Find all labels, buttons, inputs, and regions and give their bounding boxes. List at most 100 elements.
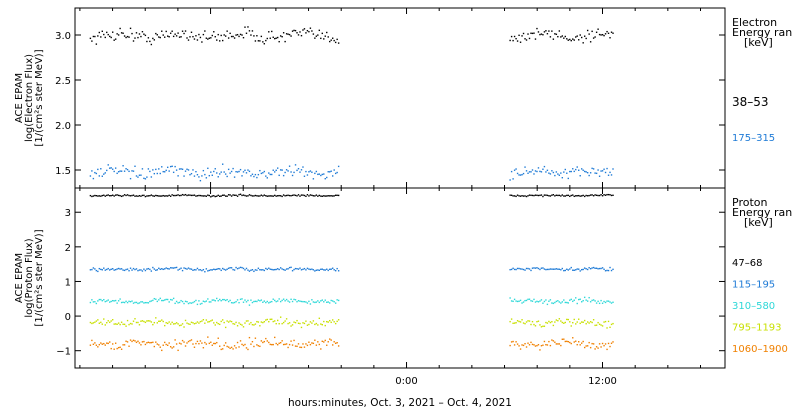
data-point [555, 171, 558, 173]
data-point [204, 322, 206, 324]
data-point [274, 320, 276, 322]
data-point [175, 343, 178, 345]
data-point [279, 35, 282, 37]
data-point [282, 298, 285, 300]
data-point [251, 323, 254, 326]
data-point [242, 36, 245, 39]
data-point [227, 267, 230, 270]
data-point [534, 345, 537, 347]
data-point [123, 344, 126, 346]
data-point [603, 194, 605, 196]
data-point [97, 319, 99, 321]
data-point [122, 269, 124, 271]
data-point [208, 301, 211, 303]
data-point [125, 340, 127, 342]
data-point [92, 35, 95, 38]
data-point [219, 195, 221, 198]
data-point [302, 343, 304, 345]
data-point [294, 29, 297, 32]
data-point [156, 195, 158, 197]
data-point [245, 267, 248, 270]
data-point [210, 341, 212, 343]
data-point [219, 268, 221, 270]
data-point [166, 322, 169, 325]
data-point [219, 173, 221, 175]
data-point [146, 40, 148, 43]
data-point [110, 347, 112, 350]
data-point [89, 301, 92, 304]
data-point [262, 172, 264, 174]
data-point [578, 318, 580, 320]
data-point [539, 170, 541, 173]
data-point [580, 195, 583, 197]
data-point [275, 195, 277, 197]
data-point [306, 174, 309, 176]
data-point [189, 302, 191, 304]
data-point [180, 168, 182, 170]
data-point [141, 31, 144, 33]
data-point [306, 29, 309, 32]
data-point [533, 323, 535, 326]
data-point [299, 346, 301, 349]
data-point [146, 320, 148, 322]
data-point [299, 267, 301, 269]
data-point [122, 301, 124, 304]
data-point [229, 172, 231, 174]
data-point [259, 195, 261, 197]
data-point [227, 346, 230, 348]
data-point [539, 300, 541, 302]
data-point [569, 341, 571, 344]
data-point [589, 194, 592, 196]
data-point [162, 268, 164, 271]
data-point [583, 319, 586, 322]
data-point [321, 324, 323, 326]
data-point [285, 169, 288, 171]
data-point [177, 269, 179, 271]
data-point [305, 343, 307, 345]
y-axis-label: ACE EPAMlog(Electron Flux)[1/(cm²s ster … [14, 49, 45, 146]
data-point [221, 298, 224, 301]
data-point [530, 171, 532, 173]
data-point [598, 33, 601, 36]
data-point [604, 270, 607, 272]
data-point [224, 35, 227, 37]
data-point [186, 322, 188, 324]
data-point [238, 267, 240, 269]
y-tick-label: 2 [65, 243, 71, 254]
data-point [207, 167, 209, 170]
data-point [560, 195, 562, 197]
data-point [254, 40, 257, 42]
data-point [612, 194, 614, 196]
data-point [290, 266, 292, 269]
data-point [518, 195, 520, 197]
data-point [546, 344, 549, 346]
data-point [600, 267, 602, 270]
data-point [539, 324, 541, 326]
data-point [245, 320, 248, 322]
data-point [314, 195, 316, 197]
data-point [606, 193, 608, 196]
data-point [570, 194, 572, 197]
data-point [287, 346, 289, 349]
data-point [572, 300, 574, 303]
data-point [306, 344, 309, 347]
data-point [586, 29, 589, 32]
data-point [528, 171, 531, 173]
data-point [528, 194, 531, 196]
data-point [165, 298, 167, 301]
data-point [144, 269, 147, 272]
legend-title: [keV] [744, 216, 773, 229]
data-point [315, 35, 318, 37]
data-point [180, 36, 182, 38]
data-point [113, 170, 115, 173]
data-point [159, 172, 161, 175]
data-point [274, 37, 276, 40]
data-point [275, 169, 277, 172]
data-point [116, 347, 118, 350]
data-point [516, 267, 519, 270]
data-point [518, 300, 520, 302]
data-point [236, 325, 239, 327]
data-point [554, 341, 556, 343]
data-point [175, 300, 178, 303]
data-point [183, 341, 185, 343]
